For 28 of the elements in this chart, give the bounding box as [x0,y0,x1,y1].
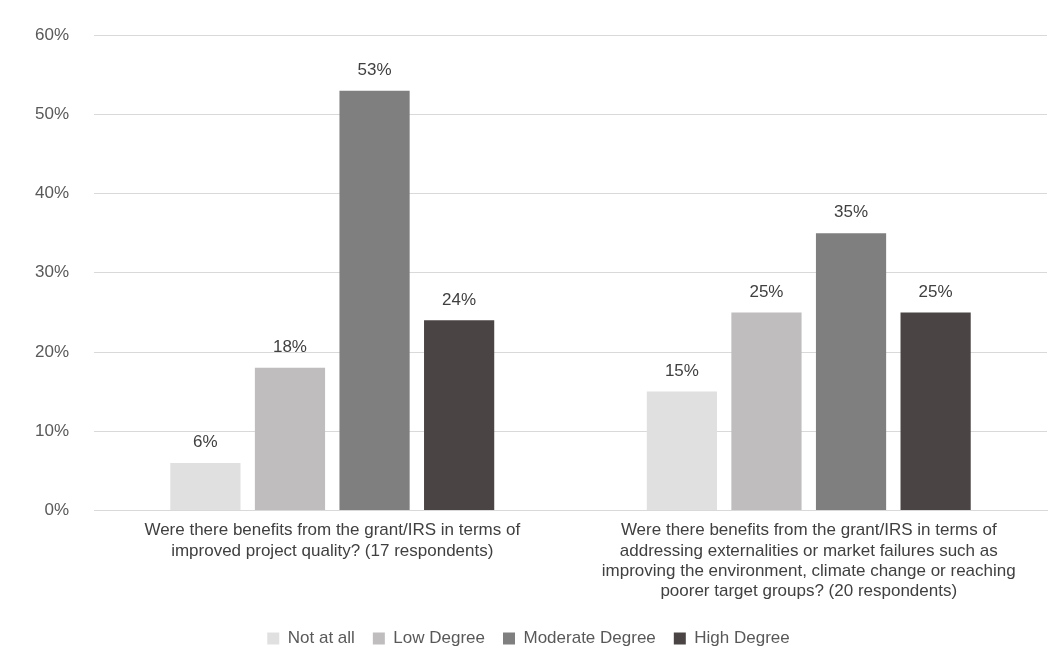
bar [170,462,241,510]
y-tick-label: 20% [34,341,70,361]
y-tick-label: 10% [34,420,70,440]
data-label: 35% [834,202,869,222]
x-tick-label: Were there benefits from the grant/IRS in terms of addressing externalities or market failures such as improving the environment, climate change or reaching poorer target groups? (20 respondents) [601,520,1016,601]
bar [900,312,971,510]
y-tick-label: 0% [44,500,70,520]
bar [254,367,326,510]
y-tick-label: 40% [34,183,70,203]
data-label: 18% [272,337,307,357]
legend-label: High Degree [694,628,790,648]
y-tick-label: 60% [34,24,70,44]
data-label: 25% [749,281,784,301]
data-label: 25% [918,281,953,301]
data-label: 53% [357,59,392,79]
bar [815,233,887,510]
data-label: 15% [664,360,699,380]
bar [339,90,410,510]
data-label: 6% [193,432,218,452]
legend-label: Low Degree [393,628,486,648]
x-tick-label: Were there benefits from the grant/IRS in terms of improved project quality? (17 respondents) [144,520,521,560]
y-tick-label: 30% [34,262,70,282]
bar [731,312,802,510]
data-label: 24% [442,289,477,309]
legend-label: Moderate Degree [523,628,656,648]
y-tick-label: 50% [34,104,70,124]
legend-label: Not at all [287,628,355,648]
bar [424,320,495,510]
